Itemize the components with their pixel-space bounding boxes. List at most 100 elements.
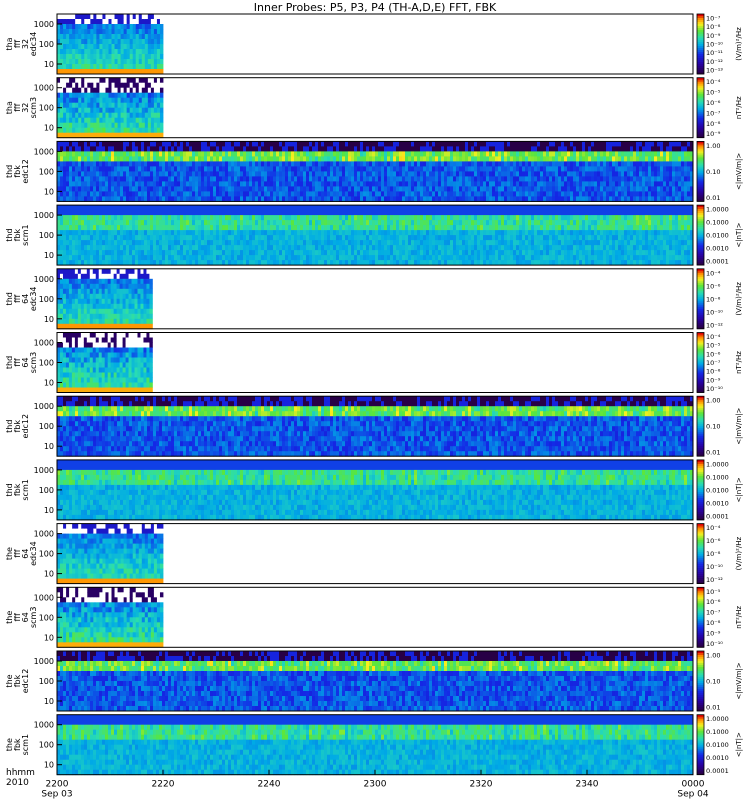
spectrogram-cell <box>171 205 175 211</box>
spectrogram-cell <box>135 210 139 216</box>
spectrogram-cell <box>228 146 232 152</box>
spectrogram-cell <box>162 151 166 157</box>
spectrogram-cell <box>660 161 664 167</box>
colorbar-tick-label: 10⁻⁹ <box>706 32 721 40</box>
spectrogram-cell <box>216 260 220 266</box>
spectrogram-cell <box>117 161 121 167</box>
spectrogram-cell <box>174 235 178 241</box>
spectrogram-cell <box>411 156 415 162</box>
spectrogram-cell <box>135 112 140 119</box>
spectrogram-cell <box>330 260 334 266</box>
spectrogram-cell <box>225 225 229 231</box>
spectrogram-cell <box>522 191 526 197</box>
spectrogram-cell <box>132 196 136 202</box>
spectrogram-cell <box>558 191 562 197</box>
spectrogram-cell <box>108 260 112 266</box>
spectrogram-cell <box>114 102 118 109</box>
spectrogram-cell <box>102 191 106 197</box>
spectrogram-cell <box>342 220 346 226</box>
spectrogram-cell <box>270 151 274 157</box>
spectrogram-cell <box>225 215 229 221</box>
spectrogram-cell <box>234 166 238 172</box>
spectrogram-cell <box>282 146 286 152</box>
spectrogram-cell <box>138 171 142 177</box>
spectrogram-cell <box>81 107 85 114</box>
spectrogram-cell <box>402 250 406 256</box>
spectrogram-cell <box>612 141 616 147</box>
spectrogram-cell <box>573 146 577 152</box>
spectrogram-cell <box>126 210 130 216</box>
spectrogram-cell <box>291 146 295 152</box>
spectrogram-cell <box>240 161 244 167</box>
spectrogram-cell <box>492 141 496 147</box>
spectrogram-cell <box>69 122 73 129</box>
spectrogram-cell <box>222 161 226 167</box>
spectrogram-cell <box>84 77 88 84</box>
spectrogram-cell <box>102 255 106 261</box>
spectrogram-cell <box>318 220 322 226</box>
spectrogram-cell <box>636 161 640 167</box>
spectrogram-cell <box>105 141 109 147</box>
spectrogram-cell <box>609 151 613 157</box>
spectrogram-cell <box>138 127 143 134</box>
spectrogram-cell <box>339 161 343 167</box>
spectrogram-cell <box>243 141 247 147</box>
colorbar-swatch <box>697 34 704 37</box>
spectrogram-cell <box>78 225 82 231</box>
spectrogram-cell <box>426 146 430 152</box>
spectrogram-cell <box>387 255 391 261</box>
spectrogram-cell <box>132 210 136 216</box>
spectrogram-cell <box>321 171 325 177</box>
spectrogram-cell <box>405 191 409 197</box>
spectrogram-cell <box>153 102 158 109</box>
spectrogram-cell <box>249 156 253 162</box>
spectrogram-cell <box>66 97 70 104</box>
spectrogram-cell <box>243 240 247 246</box>
spectrogram-cell <box>375 230 379 236</box>
spectrogram-cell <box>186 181 190 187</box>
spectrogram-cell <box>408 191 412 197</box>
spectrogram-cell <box>657 176 661 182</box>
spectrogram-cell <box>123 240 127 246</box>
colorbar-swatch <box>697 91 704 94</box>
spectrogram-cell <box>90 24 94 30</box>
spectrogram-cell <box>216 225 220 231</box>
spectrogram-cell <box>93 49 97 55</box>
spectrogram-cell <box>267 186 271 192</box>
spectrogram-cell <box>663 161 667 167</box>
spectrogram-cell <box>372 191 376 197</box>
spectrogram-cell <box>669 166 673 172</box>
colorbar-swatch <box>697 125 704 128</box>
spectrogram-cell <box>93 122 97 129</box>
spectrogram-cell <box>117 29 121 35</box>
spectrogram-cell <box>174 191 178 197</box>
spectrogram-cell <box>231 210 235 216</box>
spectrogram-cell <box>111 215 115 221</box>
spectrogram-cell <box>192 205 196 211</box>
spectrogram-cell <box>261 151 265 157</box>
spectrogram-cell <box>132 34 137 40</box>
spectrogram-cell <box>261 230 265 236</box>
spectrogram-cell <box>246 255 250 261</box>
spectrogram-cell <box>513 191 517 197</box>
spectrogram-cell <box>180 215 184 221</box>
spectrogram-cell <box>156 146 160 152</box>
spectrogram-cell <box>114 59 118 65</box>
spectrogram-cell <box>147 127 152 134</box>
spectrogram-cell <box>651 161 655 167</box>
spectrogram-cell <box>393 151 397 157</box>
spectrogram-cell <box>687 176 691 182</box>
spectrogram-cell <box>90 230 94 236</box>
spectrogram-cell <box>78 112 82 119</box>
spectrogram-cell <box>339 210 343 216</box>
spectrogram-cell <box>375 171 379 177</box>
spectrogram-cell <box>150 107 155 114</box>
spectrogram-cell <box>255 255 259 261</box>
spectrogram-cell <box>468 181 472 187</box>
spectrogram-cell <box>318 225 322 231</box>
spectrogram-cell <box>138 210 142 216</box>
colorbar-swatch <box>697 195 704 198</box>
spectrogram-cell <box>132 97 137 104</box>
spectrogram-cell <box>651 146 655 152</box>
spectrogram-cell <box>561 196 565 202</box>
